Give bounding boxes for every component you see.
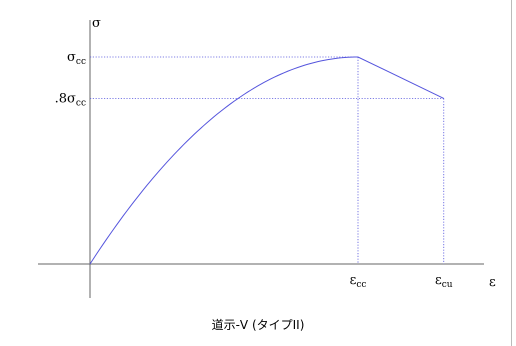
tick-labels: σcc .8σcc εcc εcu (55, 50, 453, 290)
y-axis-label: σ (92, 16, 101, 31)
x-tick-label-cu: εcu (435, 273, 453, 290)
x-axis-label: ε (489, 275, 496, 290)
x-tick-label-cc: εcc (350, 273, 367, 290)
stress-strain-curve (89, 56, 444, 265)
chart-caption: 道示-V (タイプII) (212, 318, 305, 332)
curve-group (89, 56, 444, 265)
guide-lines (90, 56, 445, 264)
y-tick-label-p8cc: .8σcc (55, 91, 86, 108)
y-tick-label-cc: σcc (67, 50, 86, 67)
